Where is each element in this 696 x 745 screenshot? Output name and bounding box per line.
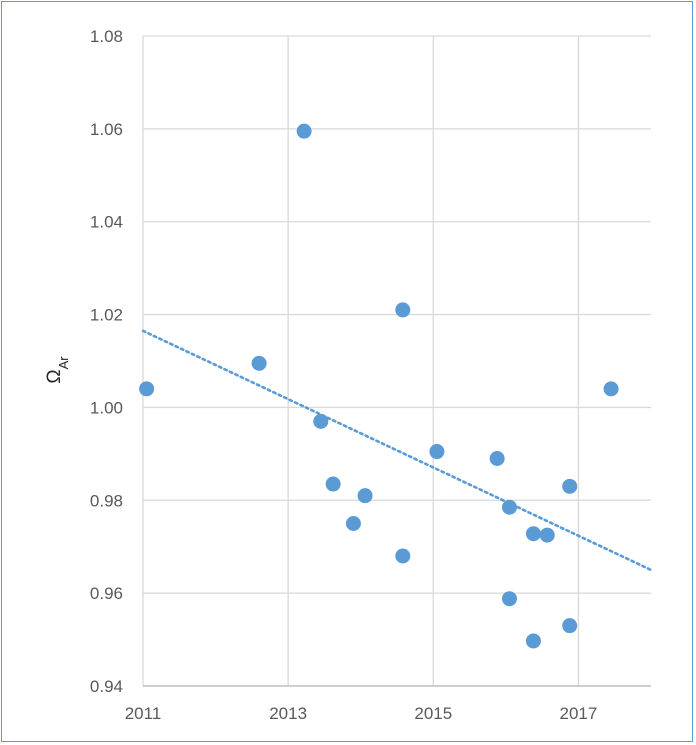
data-point <box>296 123 312 139</box>
x-tick-label: 2015 <box>414 704 452 723</box>
data-point <box>139 381 155 397</box>
trendline <box>141 329 653 572</box>
y-tick-label: 1.02 <box>90 306 123 325</box>
data-point <box>501 591 517 607</box>
data-point <box>525 633 541 649</box>
data-point <box>251 355 267 371</box>
data-point <box>539 527 555 543</box>
data-point <box>395 302 411 318</box>
data-point <box>603 381 619 397</box>
data-point <box>525 526 541 542</box>
y-tick-label: 0.94 <box>90 677 123 696</box>
data-point <box>489 451 505 466</box>
y-tick-label: 0.98 <box>90 491 123 510</box>
data-point <box>345 516 361 531</box>
y-tick-label: 0.96 <box>90 584 123 603</box>
y-axis-title: ΩAr <box>44 356 71 384</box>
data-point <box>501 499 517 515</box>
data-point <box>562 618 578 634</box>
y-axis-title-main: Ω <box>44 369 65 383</box>
x-tick-label: 2017 <box>560 704 598 723</box>
grid-lines <box>142 35 651 686</box>
data-point <box>562 478 578 494</box>
x-axis-tick-labels: 2011 2013 2015 2017 <box>125 704 598 723</box>
data-point <box>313 413 329 429</box>
data-point <box>357 488 373 504</box>
data-point <box>429 444 445 460</box>
data-point <box>325 476 341 492</box>
y-tick-label: 1.00 <box>90 398 123 417</box>
x-tick-label: 2013 <box>269 704 307 723</box>
data-point <box>395 548 411 564</box>
y-axis-title-subscript: Ar <box>56 356 71 370</box>
y-tick-label: 1.06 <box>90 120 123 139</box>
y-tick-label: 1.04 <box>90 213 123 232</box>
y-axis-tick-labels: 0.94 0.96 0.98 1.00 1.02 1.04 1.06 1.08 <box>90 27 123 696</box>
x-tick-label: 2011 <box>125 704 162 723</box>
y-tick-label: 1.08 <box>90 27 123 46</box>
data-points <box>139 123 619 649</box>
